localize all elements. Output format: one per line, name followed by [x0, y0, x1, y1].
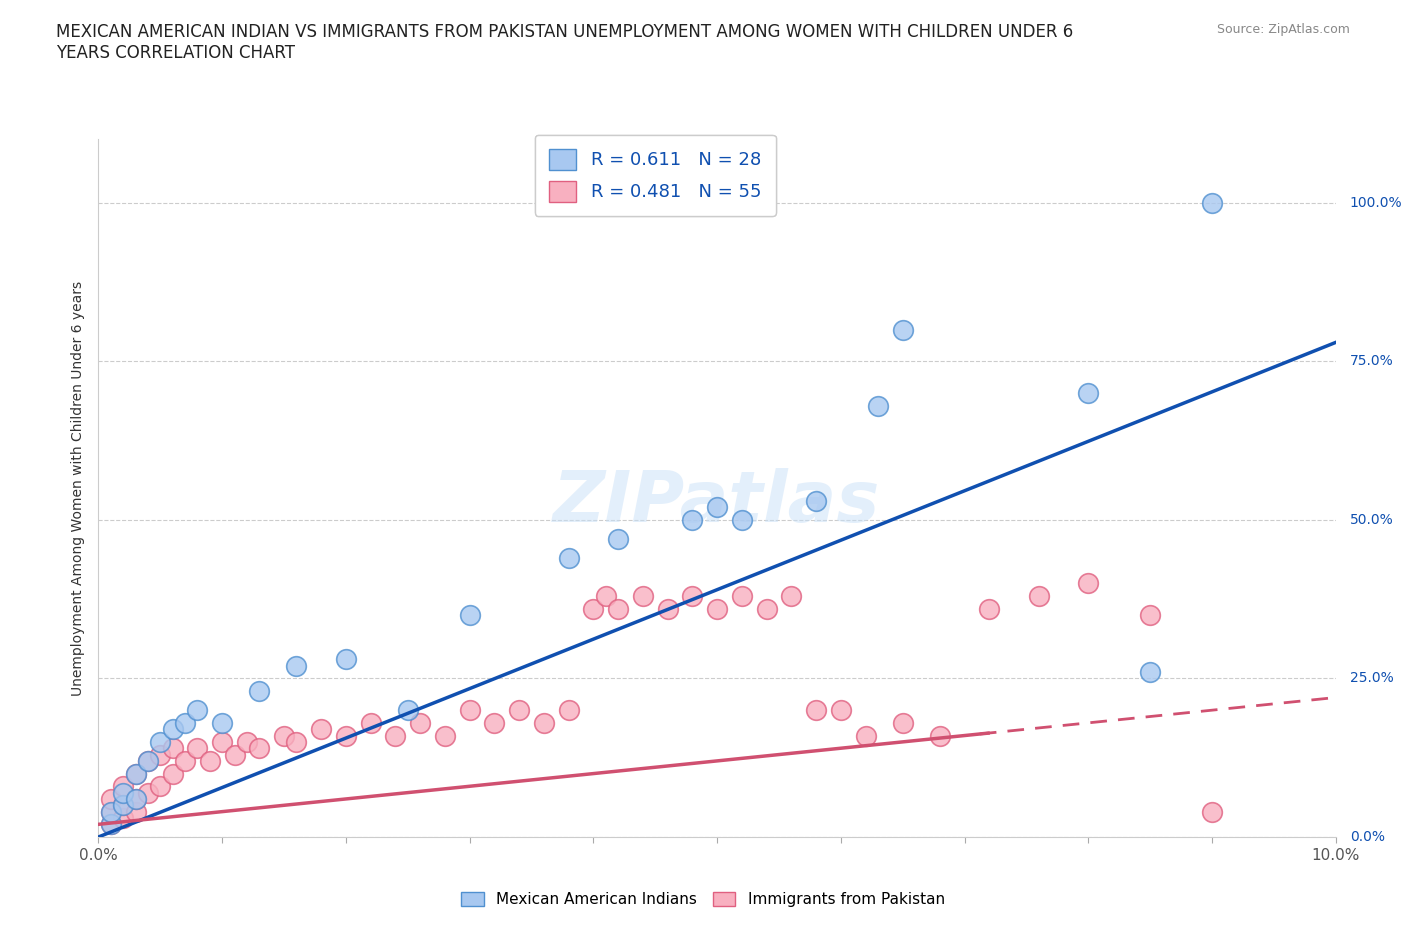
Point: [112, 778, 135, 793]
Point: [855, 728, 877, 743]
Point: [804, 494, 827, 509]
Point: [484, 715, 506, 730]
Point: [162, 741, 184, 756]
Point: [124, 791, 146, 806]
Text: 100.0%: 100.0%: [1350, 196, 1402, 210]
Point: [112, 798, 135, 813]
Point: [136, 785, 159, 800]
Point: [979, 602, 1001, 617]
Point: [458, 607, 481, 622]
Point: [100, 804, 122, 819]
Point: [595, 589, 617, 604]
Y-axis label: Unemployment Among Women with Children Under 6 years: Unemployment Among Women with Children U…: [72, 281, 86, 696]
Point: [1139, 607, 1161, 622]
Point: [1077, 386, 1099, 401]
Text: 75.0%: 75.0%: [1350, 354, 1393, 368]
Point: [360, 715, 382, 730]
Point: [1139, 665, 1161, 680]
Point: [149, 747, 172, 762]
Point: [409, 715, 432, 730]
Point: [582, 602, 605, 617]
Point: [124, 791, 146, 806]
Point: [273, 728, 295, 743]
Point: [396, 703, 419, 718]
Point: [780, 589, 803, 604]
Point: [236, 735, 259, 750]
Point: [186, 703, 208, 718]
Point: [162, 766, 184, 781]
Point: [607, 532, 630, 547]
Point: [136, 753, 159, 768]
Point: [285, 658, 308, 673]
Text: MEXICAN AMERICAN INDIAN VS IMMIGRANTS FROM PAKISTAN UNEMPLOYMENT AMONG WOMEN WIT: MEXICAN AMERICAN INDIAN VS IMMIGRANTS FR…: [56, 23, 1074, 62]
Text: 50.0%: 50.0%: [1350, 513, 1393, 527]
Point: [1201, 804, 1223, 819]
Point: [149, 735, 172, 750]
Point: [433, 728, 456, 743]
Point: [657, 602, 679, 617]
Point: [224, 747, 246, 762]
Point: [112, 811, 135, 826]
Point: [309, 722, 332, 737]
Point: [891, 323, 914, 338]
Point: [112, 798, 135, 813]
Point: [1028, 589, 1050, 604]
Text: 0.0%: 0.0%: [1350, 830, 1385, 844]
Point: [124, 766, 146, 781]
Point: [100, 817, 122, 831]
Point: [557, 551, 579, 565]
Text: Source: ZipAtlas.com: Source: ZipAtlas.com: [1216, 23, 1350, 36]
Point: [174, 715, 197, 730]
Point: [124, 804, 146, 819]
Point: [706, 499, 728, 514]
Point: [124, 766, 146, 781]
Point: [100, 791, 122, 806]
Point: [211, 715, 233, 730]
Point: [928, 728, 950, 743]
Point: [1201, 195, 1223, 210]
Point: [335, 728, 357, 743]
Point: [1077, 576, 1099, 591]
Point: [198, 753, 221, 768]
Text: ZIPatlas: ZIPatlas: [554, 468, 880, 537]
Point: [335, 652, 357, 667]
Point: [731, 512, 754, 527]
Point: [533, 715, 555, 730]
Point: [731, 589, 754, 604]
Point: [830, 703, 852, 718]
Point: [631, 589, 654, 604]
Point: [681, 512, 703, 527]
Point: [804, 703, 827, 718]
Point: [557, 703, 579, 718]
Point: [186, 741, 208, 756]
Point: [891, 715, 914, 730]
Point: [247, 684, 270, 698]
Point: [247, 741, 270, 756]
Point: [149, 778, 172, 793]
Point: [100, 817, 122, 831]
Point: [706, 602, 728, 617]
Point: [607, 602, 630, 617]
Point: [285, 735, 308, 750]
Point: [136, 753, 159, 768]
Point: [681, 589, 703, 604]
Point: [458, 703, 481, 718]
Point: [211, 735, 233, 750]
Point: [174, 753, 197, 768]
Text: 25.0%: 25.0%: [1350, 671, 1393, 685]
Point: [384, 728, 406, 743]
Point: [100, 804, 122, 819]
Point: [866, 398, 889, 413]
Legend: R = 0.611   N = 28, R = 0.481   N = 55: R = 0.611 N = 28, R = 0.481 N = 55: [534, 135, 776, 216]
Point: [112, 785, 135, 800]
Point: [755, 602, 778, 617]
Legend: Mexican American Indians, Immigrants from Pakistan: Mexican American Indians, Immigrants fro…: [456, 885, 950, 913]
Point: [508, 703, 530, 718]
Point: [162, 722, 184, 737]
